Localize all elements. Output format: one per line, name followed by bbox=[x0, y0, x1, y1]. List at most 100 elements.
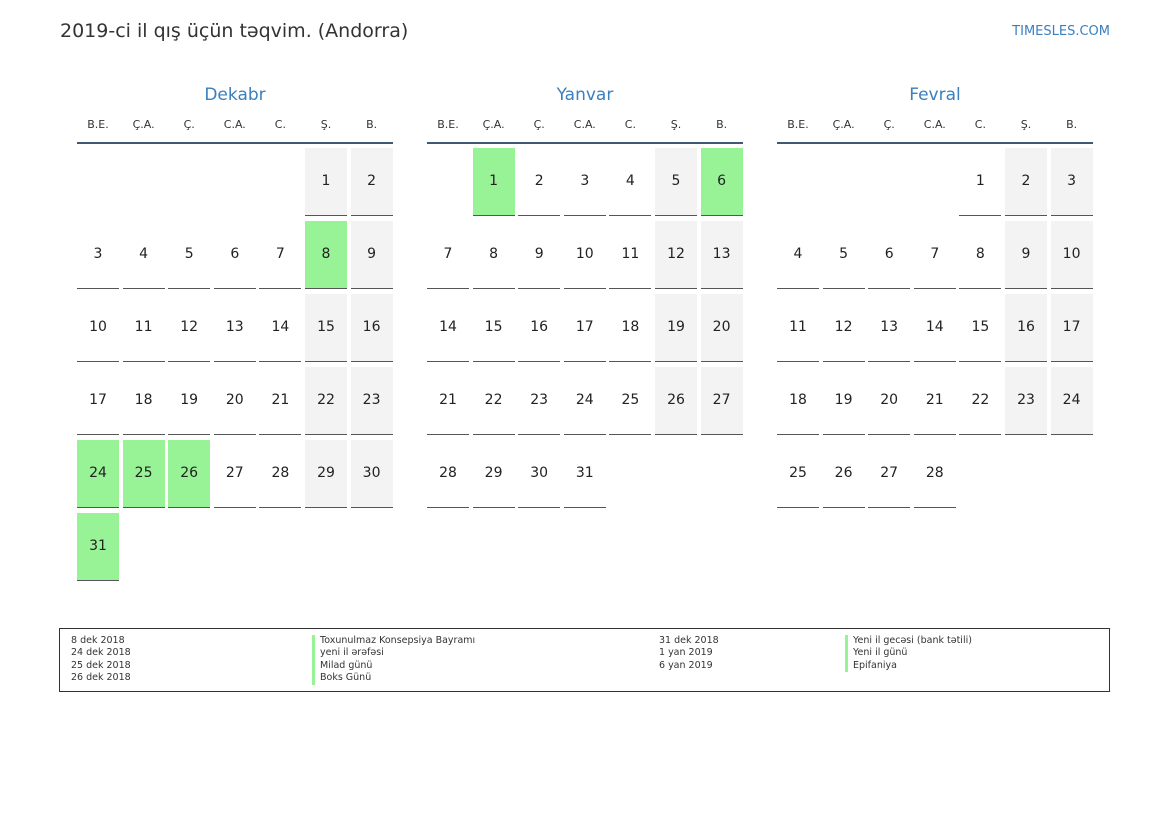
legend-date: 31 dek 2018 bbox=[659, 635, 719, 646]
day-cell: 21 bbox=[259, 367, 302, 435]
day-cell: 25 bbox=[777, 440, 819, 508]
day-cell: 19 bbox=[655, 294, 697, 362]
day-cell: 19 bbox=[168, 367, 211, 435]
day-cell: 20 bbox=[700, 294, 743, 362]
day-cell: 2 bbox=[518, 148, 561, 216]
day-cell: 15 bbox=[305, 294, 347, 362]
month-name: Yanvar bbox=[556, 85, 614, 105]
day-cell: 8 bbox=[959, 221, 1002, 289]
day-cell: 15 bbox=[472, 294, 515, 362]
day-cell: 1 bbox=[472, 148, 515, 216]
day-cell: 13 bbox=[213, 294, 256, 362]
weekday-label: B. bbox=[716, 118, 728, 131]
day-cell: 18 bbox=[609, 294, 652, 362]
day-cell: 30 bbox=[518, 440, 561, 508]
day-cell: 29 bbox=[472, 440, 515, 508]
site-link[interactable]: TIMESLES.COM bbox=[1012, 24, 1110, 39]
day-cell: 26 bbox=[822, 440, 865, 508]
day-cell: 30 bbox=[350, 440, 393, 508]
day-cell: 28 bbox=[259, 440, 302, 508]
day-cell: 13 bbox=[700, 221, 743, 289]
day-cell: 7 bbox=[259, 221, 302, 289]
weekday-label: Ş. bbox=[1020, 118, 1032, 131]
weekday-label: C.A. bbox=[573, 118, 596, 131]
day-cell: 7 bbox=[913, 221, 956, 289]
day-cell: 23 bbox=[518, 367, 561, 435]
month-name: Fevral bbox=[909, 85, 961, 105]
day-cell: 22 bbox=[305, 367, 347, 435]
day-cell: 6 bbox=[700, 148, 743, 216]
weekday-label: C. bbox=[274, 118, 286, 131]
day-cell: 25 bbox=[609, 367, 652, 435]
page-title: 2019-ci il qış üçün təqvim. (Andorra) bbox=[60, 20, 409, 42]
day-cell: 27 bbox=[700, 367, 743, 435]
day-cell: 25 bbox=[122, 440, 165, 508]
day-cell: 14 bbox=[259, 294, 302, 362]
day-cell: 4 bbox=[777, 221, 819, 289]
day-cell: 16 bbox=[518, 294, 561, 362]
day-cell: 10 bbox=[1050, 221, 1093, 289]
day-cell: 23 bbox=[350, 367, 393, 435]
legend-holiday-name: yeni il ərəfəsi bbox=[312, 647, 475, 660]
weekday-label: Ş. bbox=[670, 118, 682, 131]
legend-date: 25 dek 2018 bbox=[71, 659, 131, 671]
weekday-label: B.E. bbox=[787, 118, 809, 131]
day-cell: 5 bbox=[655, 148, 697, 216]
weekday-header: B.E. Ç.A. Ç. C.A. C. Ş. B. bbox=[77, 108, 393, 144]
days-grid: 1 2 3 4 5 6 7 8 9 10 11 12 13 14 15 16 17 18 19 20 21 22 23 24 2… bbox=[777, 144, 1093, 584]
weekday-label: B.E. bbox=[87, 118, 109, 131]
day-cell: 23 bbox=[1005, 367, 1047, 435]
legend-date: 26 dek 2018 bbox=[71, 672, 131, 684]
day-cell: 20 bbox=[868, 367, 911, 435]
month-name: Dekabr bbox=[204, 85, 266, 105]
weekday-label: C. bbox=[974, 118, 986, 131]
day-cell: 12 bbox=[822, 294, 865, 362]
day-cell: 14 bbox=[427, 294, 469, 362]
weekday-label: Ç.A. bbox=[132, 118, 155, 131]
legend-date: 1 yan 2019 bbox=[659, 647, 713, 659]
day-cell: 16 bbox=[350, 294, 393, 362]
day-cell: 28 bbox=[427, 440, 469, 508]
legend-holiday-name: Yeni il günü bbox=[845, 647, 972, 660]
day-cell: 1 bbox=[959, 148, 1002, 216]
month-dekabr: Dekabr B.E. Ç.A. Ç. C.A. C. Ş. B. 1 2 3 4 5 6 7 8 9 10 1… bbox=[77, 82, 393, 584]
day-cell: 7 bbox=[427, 221, 469, 289]
legend-holiday-name: Toxunulmaz Konsepsiya Bayramı bbox=[312, 635, 475, 648]
legend-names-left: Toxunulmaz Konsepsiya Bayramı yeni il ər… bbox=[312, 635, 475, 685]
weekday-header: B.E. Ç.A. Ç. C.A. C. Ş. B. bbox=[777, 108, 1093, 144]
day-cell: 2 bbox=[350, 148, 393, 216]
day-cell: 24 bbox=[77, 440, 119, 508]
day-cell: 3 bbox=[77, 221, 119, 289]
legend-date: 8 dek 2018 bbox=[71, 635, 125, 646]
day-cell: 22 bbox=[959, 367, 1002, 435]
day-cell: 3 bbox=[1050, 148, 1093, 216]
day-cell: 21 bbox=[427, 367, 469, 435]
weekday-label: B. bbox=[1066, 118, 1078, 131]
weekday-label: C.A. bbox=[923, 118, 946, 131]
day-cell: 5 bbox=[822, 221, 865, 289]
day-cell: 17 bbox=[563, 294, 606, 362]
day-cell: 12 bbox=[168, 294, 211, 362]
day-cell: 11 bbox=[122, 294, 165, 362]
weekday-label: Ç.A. bbox=[832, 118, 855, 131]
day-cell: 11 bbox=[609, 221, 652, 289]
day-cell: 4 bbox=[122, 221, 165, 289]
weekday-label: Ş. bbox=[320, 118, 332, 131]
day-cell: 3 bbox=[563, 148, 606, 216]
weekday-label: Ç. bbox=[883, 118, 895, 131]
day-cell: 9 bbox=[1005, 221, 1047, 289]
day-cell: 26 bbox=[655, 367, 697, 435]
legend-holiday-name: Boks Günü bbox=[312, 672, 475, 685]
legend-dates-right: 31 dek 2018 1 yan 2019 6 yan 2019 bbox=[659, 635, 719, 672]
day-cell: 15 bbox=[959, 294, 1002, 362]
weekday-label: Ç.A. bbox=[482, 118, 505, 131]
day-cell: 2 bbox=[1005, 148, 1047, 216]
day-cell: 29 bbox=[305, 440, 347, 508]
day-cell: 17 bbox=[1050, 294, 1093, 362]
day-cell: 27 bbox=[868, 440, 911, 508]
weekday-header: B.E. Ç.A. Ç. C.A. C. Ş. B. bbox=[427, 108, 743, 144]
holiday-legend: 8 dek 2018 24 dek 2018 25 dek 2018 26 de… bbox=[59, 628, 1110, 692]
legend-date: 6 yan 2019 bbox=[659, 659, 713, 671]
days-grid: 1 2 3 4 5 6 7 8 9 10 11 12 13 14 15 16 17 18 19 20 21 22 23 24 2… bbox=[427, 144, 743, 584]
weekday-label: Ç. bbox=[533, 118, 545, 131]
